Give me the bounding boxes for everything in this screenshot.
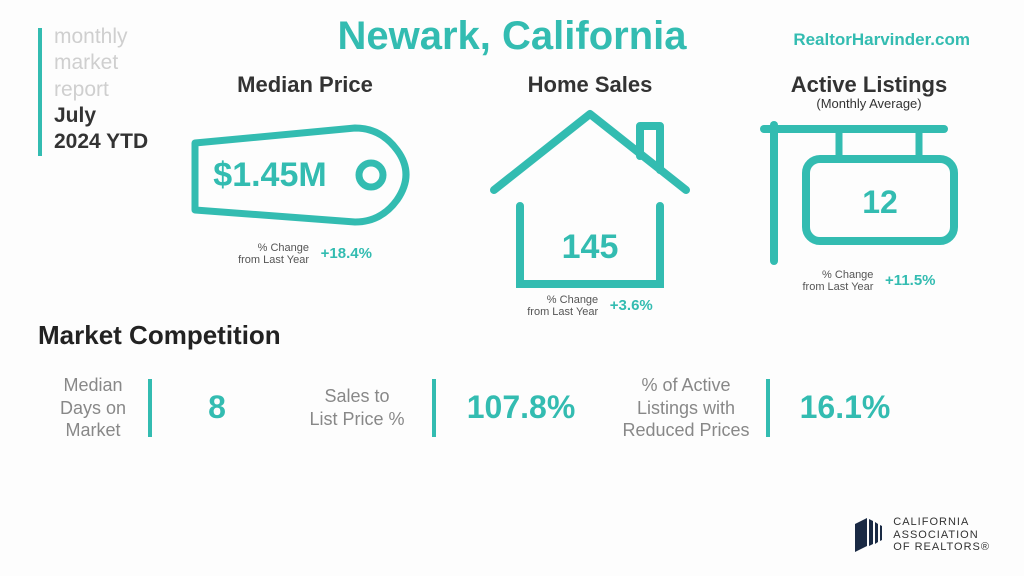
median-price-title: Median Price <box>175 72 435 98</box>
logo-line: ASSOCIATION <box>893 529 990 542</box>
car-logo-text: CALIFORNIA ASSOCIATION OF REALTORS® <box>893 516 990 554</box>
home-sales-title: Home Sales <box>470 72 710 98</box>
active-listings-title: Active Listings <box>744 72 994 98</box>
period-ytd: 2024 YTD <box>54 129 148 155</box>
active-listings-subtitle: (Monthly Average) <box>744 96 994 111</box>
median-price-change: +18.4% <box>321 245 372 262</box>
logo-line: CALIFORNIA <box>893 516 990 529</box>
change-label: % Change from Last Year <box>238 242 309 266</box>
competition-row: Median Days on Market 8 Sales to List Pr… <box>38 374 986 442</box>
median-price-block: Median Price $1.45M % Change from Last Y… <box>175 72 435 266</box>
days-on-market-label: Median Days on Market <box>38 374 148 442</box>
car-logo: CALIFORNIA ASSOCIATION OF REALTORS® <box>851 516 990 554</box>
sales-to-list-value: 107.8% <box>436 389 606 426</box>
change-label: % Change from Last Year <box>802 269 873 293</box>
home-sales-value: 145 <box>562 228 619 266</box>
change-label: % Change from Last Year <box>527 294 598 318</box>
site-url: RealtorHarvinder.com <box>793 30 970 50</box>
home-sales-change: +3.6% <box>610 297 653 314</box>
reduced-listings-label: % of Active Listings with Reduced Prices <box>606 374 766 442</box>
sales-to-list-label: Sales to List Price % <box>282 385 432 430</box>
sign-icon: 12 <box>744 111 994 271</box>
period-month: July <box>54 103 148 129</box>
active-listings-change: +11.5% <box>885 272 935 289</box>
period-line: report <box>54 77 148 103</box>
house-icon: 145 <box>470 98 710 298</box>
active-listings-value: 12 <box>862 184 898 220</box>
median-price-value: $1.45M <box>213 156 326 194</box>
logo-line: OF REALTORS® <box>893 541 990 554</box>
car-logo-icon <box>851 518 885 552</box>
price-tag-icon: $1.45M <box>175 98 435 248</box>
active-listings-block: Active Listings (Monthly Average) 12 % C… <box>744 72 994 293</box>
home-sales-block: Home Sales 145 % Change from Last Year +… <box>470 72 710 318</box>
market-competition-title: Market Competition <box>38 320 281 351</box>
reduced-listings-value: 16.1% <box>770 389 920 426</box>
days-on-market-value: 8 <box>152 389 282 426</box>
